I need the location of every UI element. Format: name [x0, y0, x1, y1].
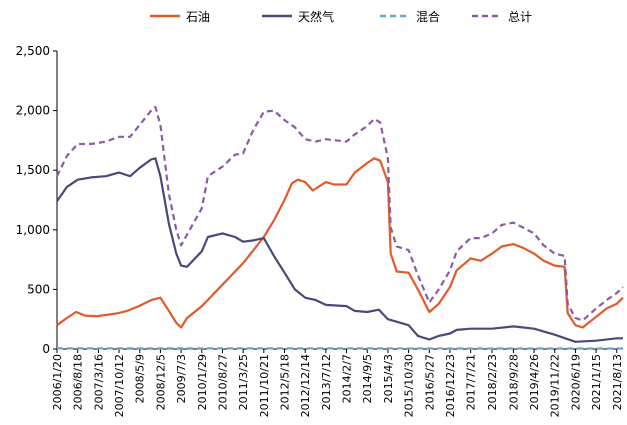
- x-tick-label-2009-7-3: 2009/7/3: [175, 354, 188, 403]
- series-layer: [57, 107, 623, 349]
- x-axis: 2006/1/20 2006/8/18 2007/3/16 2007/10/12 200…: [51, 349, 624, 417]
- x-tick-label-2011-3-25: 2011/3/25: [237, 354, 250, 410]
- x-tick-label-2017-7-21: 2017/7/21: [465, 354, 478, 410]
- x-tick-label-2014-9-5: 2014/9/5: [361, 354, 374, 403]
- y-axis: 0 500 1,000 1,500 2,000 2,500: [16, 44, 57, 356]
- y-tick-label: 1,500: [16, 163, 50, 177]
- y-tick-label: 2,500: [16, 44, 50, 58]
- plot-area: 0 500 1,000 1,500 2,000 2,500 2006/1/20 2006/8…: [16, 44, 624, 417]
- x-tick-label-2007-10-12: 2007/10/12: [113, 354, 126, 417]
- x-tick-label-2010-1-29: 2010/1/29: [196, 354, 209, 410]
- x-tick-label-2006-1-20: 2006/1/20: [51, 354, 64, 410]
- x-tick-label-2021-1-15: 2021/1/15: [590, 354, 603, 410]
- x-tick-label-2010-8-27: 2010/8/27: [216, 354, 229, 410]
- x-tick-label-2014-2-7: 2014/2/7: [341, 354, 354, 403]
- legend-label-混合: 混合: [416, 9, 440, 24]
- x-tick-label-2013-7-12: 2013/7/12: [320, 354, 333, 410]
- series-line-石油: [57, 158, 623, 327]
- x-tick-label-2018-2-23: 2018/2/23: [486, 354, 499, 410]
- y-tick-label: 500: [27, 282, 50, 296]
- legend: 石油 天然气 混合 总计: [150, 9, 532, 24]
- x-tick-label-2019-4-26: 2019/4/26: [528, 354, 541, 410]
- x-tick-label-2012-5-18: 2012/5/18: [279, 354, 292, 410]
- x-tick-label-2008-12-5: 2008/12/5: [154, 354, 167, 410]
- y-tick-label: 1,000: [16, 223, 50, 237]
- legend-label-天然气: 天然气: [298, 9, 334, 24]
- x-tick-label-2012-12-14: 2012/12/14: [299, 354, 312, 417]
- x-tick-label-2019-11-22: 2019/11/22: [549, 354, 562, 417]
- x-tick-label-2016-5-27: 2016/5/27: [423, 354, 436, 410]
- x-tick-label-2008-5-9: 2008/5/9: [134, 354, 147, 403]
- series-line-天然气: [57, 158, 623, 341]
- series-line-总计: [57, 107, 623, 320]
- x-tick-label-2015-4-3: 2015/4/3: [382, 354, 395, 403]
- y-tick-label: 0: [42, 342, 50, 356]
- x-tick-label-2020-6-19: 2020/6/19: [569, 354, 582, 410]
- x-tick-label-2006-8-18: 2006/8/18: [72, 354, 85, 410]
- x-tick-label-2018-9-28: 2018/9/28: [507, 354, 520, 410]
- y-tick-label: 2,000: [16, 104, 50, 118]
- legend-label-总计: 总计: [508, 10, 532, 24]
- legend-label-石油: 石油: [186, 10, 210, 24]
- x-tick-label-2015-10-30: 2015/10/30: [403, 354, 416, 417]
- x-tick-label-2016-12-23: 2016/12/23: [444, 354, 457, 417]
- x-tick-label-2007-3-16: 2007/3/16: [92, 354, 105, 410]
- x-tick-label-2011-10-21: 2011/10/21: [258, 354, 271, 417]
- x-tick-label-2021-8-13: 2021/8/13: [611, 354, 624, 410]
